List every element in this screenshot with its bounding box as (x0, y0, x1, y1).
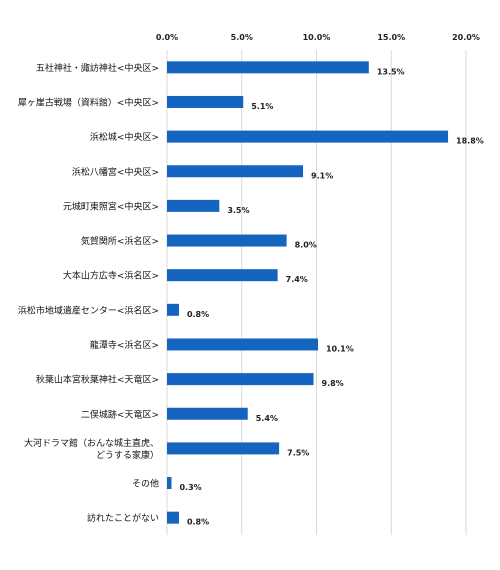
bar (167, 199, 220, 212)
x-tick-label: 10.0% (303, 33, 331, 42)
x-tick-label: 0.0% (156, 33, 178, 42)
category-label: 元城町東照宮<中央区> (63, 200, 159, 212)
bar (167, 130, 449, 143)
bar (167, 269, 278, 282)
value-label: 18.8% (456, 137, 484, 146)
category-label: 浜松市地域遺産センター<浜名区> (18, 304, 159, 316)
value-label: 5.1% (251, 102, 273, 111)
category-label: その他 (132, 478, 159, 490)
bar (167, 373, 314, 386)
category-label: 浜松八幡宮<中央区> (72, 166, 159, 178)
x-tick-label: 20.0% (452, 33, 480, 42)
category-label: 犀ヶ崖古戦場（資料館）<中央区> (18, 96, 159, 108)
category-label: 二俣城跡<天竜区> (81, 408, 159, 420)
bar (167, 477, 172, 490)
category-label: 気賀関所<浜名区> (81, 235, 159, 247)
bar (167, 338, 318, 351)
category-label: 龍潭寺<浜名区> (90, 339, 159, 351)
bar (167, 61, 369, 74)
value-label: 13.5% (377, 67, 405, 76)
value-label: 8.0% (295, 241, 317, 250)
bar (167, 511, 179, 524)
category-label: 大河ドラマ館（おんな城主直虎、 (24, 437, 159, 449)
x-tick-label: 5.0% (231, 33, 253, 42)
bar (167, 165, 304, 178)
category-label: 訪れたことがない (87, 512, 159, 524)
category-label: 五社神社・諏訪神社<中央区> (36, 62, 159, 74)
value-label: 5.4% (256, 414, 278, 423)
value-label: 0.8% (187, 518, 209, 527)
category-label: 浜松城<中央区> (90, 131, 159, 143)
bar (167, 234, 287, 247)
category-label: 大本山方広寺<浜名区> (63, 270, 159, 282)
value-label: 7.4% (286, 275, 308, 284)
value-label: 0.3% (179, 483, 201, 492)
x-tick-label: 15.0% (377, 33, 405, 42)
bar (167, 407, 248, 420)
value-label: 3.5% (227, 206, 249, 215)
bar (167, 303, 179, 316)
category-label: 秋葉山本宮秋葉神社<天竜区> (36, 374, 159, 386)
value-label: 9.8% (322, 379, 344, 388)
value-label: 7.5% (287, 448, 309, 457)
value-label: 10.1% (326, 344, 354, 353)
bar (167, 442, 280, 455)
category-label: どうする家康） (96, 449, 159, 461)
value-label: 9.1% (311, 171, 333, 180)
value-label: 0.8% (187, 310, 209, 319)
bar (167, 95, 244, 108)
